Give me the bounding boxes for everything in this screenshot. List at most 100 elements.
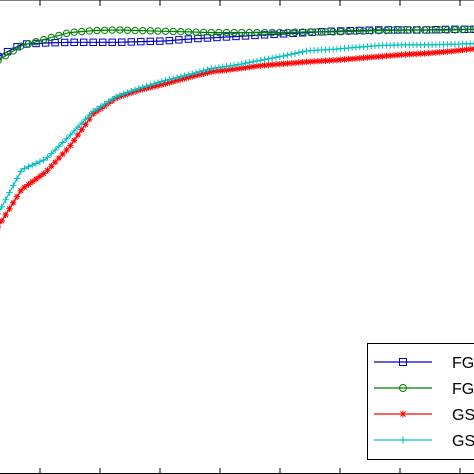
series-point xyxy=(177,73,184,80)
series-point xyxy=(268,28,276,37)
series-point xyxy=(227,62,234,70)
series-point xyxy=(78,27,86,36)
series-point xyxy=(192,28,200,36)
series-point xyxy=(451,47,459,55)
series-point xyxy=(70,28,78,36)
series-point xyxy=(207,28,215,37)
series-point xyxy=(78,126,85,133)
series-point xyxy=(436,26,444,34)
series-point xyxy=(230,62,238,69)
series-point xyxy=(466,25,474,34)
series-point xyxy=(185,71,192,78)
series-point xyxy=(284,60,291,67)
series-point xyxy=(200,67,207,74)
series-point xyxy=(109,96,116,103)
series-point xyxy=(242,60,249,67)
series-point xyxy=(196,68,204,75)
series-point xyxy=(40,170,47,177)
series-point xyxy=(82,121,89,128)
series-point xyxy=(0,213,2,215)
series-point xyxy=(260,31,269,39)
series-point xyxy=(55,154,63,162)
series-point xyxy=(128,87,135,95)
series-point xyxy=(131,26,139,35)
series-point xyxy=(451,26,459,34)
series-point xyxy=(213,33,221,42)
series-point xyxy=(116,92,124,99)
series-point xyxy=(124,89,131,96)
series-point xyxy=(359,27,368,35)
series-point xyxy=(447,48,455,55)
series-point xyxy=(166,76,173,83)
series-point xyxy=(223,63,230,70)
series-point xyxy=(265,55,272,63)
series-point xyxy=(203,34,212,42)
legend-label: FG xyxy=(452,355,474,372)
series-point xyxy=(90,108,97,115)
series-point xyxy=(276,28,284,37)
series-point xyxy=(232,32,240,41)
series-point xyxy=(10,182,17,189)
series-point xyxy=(337,56,344,63)
series-point xyxy=(192,69,200,76)
series-point xyxy=(93,105,101,113)
series-point xyxy=(432,49,440,56)
series-point xyxy=(356,54,363,62)
series-point xyxy=(382,26,391,35)
series-point xyxy=(39,35,48,44)
series-point xyxy=(242,64,249,71)
series-point xyxy=(173,74,181,81)
series-point xyxy=(222,33,231,41)
series-point xyxy=(13,175,21,182)
series-point xyxy=(428,26,436,34)
series-point xyxy=(261,56,268,63)
series-point xyxy=(169,27,177,36)
series-point xyxy=(51,146,59,154)
series-point xyxy=(246,63,253,71)
series-point xyxy=(143,82,150,90)
series-point xyxy=(306,28,314,36)
series-point xyxy=(329,57,337,64)
series-point xyxy=(455,47,462,54)
series-point xyxy=(70,38,78,46)
series-point xyxy=(352,27,360,35)
series-point xyxy=(175,36,183,44)
series-point xyxy=(59,150,66,158)
series-point xyxy=(139,26,147,35)
series-point xyxy=(63,146,70,154)
series-point xyxy=(184,35,193,43)
series-point xyxy=(314,28,322,36)
series-point xyxy=(93,26,101,35)
series-point xyxy=(40,156,47,164)
series-point xyxy=(443,26,452,34)
series-point xyxy=(463,46,470,53)
series-point xyxy=(257,62,264,69)
series-point xyxy=(67,142,74,149)
series-point xyxy=(337,27,345,36)
series-2-gs xyxy=(0,45,474,230)
series-point xyxy=(299,48,306,55)
plot-area xyxy=(0,25,474,230)
series-point xyxy=(215,28,223,37)
series-point xyxy=(6,189,13,196)
series-point xyxy=(417,50,424,57)
series-point xyxy=(131,86,139,94)
series-point xyxy=(398,51,405,58)
series-point xyxy=(280,52,287,60)
series-line xyxy=(0,48,474,225)
series-point xyxy=(36,173,44,180)
series-point xyxy=(383,52,390,60)
series-point xyxy=(55,142,63,150)
series-point xyxy=(74,131,82,139)
series-point xyxy=(261,62,268,69)
series-point xyxy=(360,54,367,62)
series-point xyxy=(108,26,116,34)
series-point xyxy=(100,26,109,34)
series-point xyxy=(29,161,36,169)
series-point xyxy=(257,57,264,64)
legend-items: FG FG GS GS xyxy=(374,355,474,450)
series-point xyxy=(333,56,341,64)
series-point xyxy=(371,53,379,61)
series-point xyxy=(44,167,51,174)
